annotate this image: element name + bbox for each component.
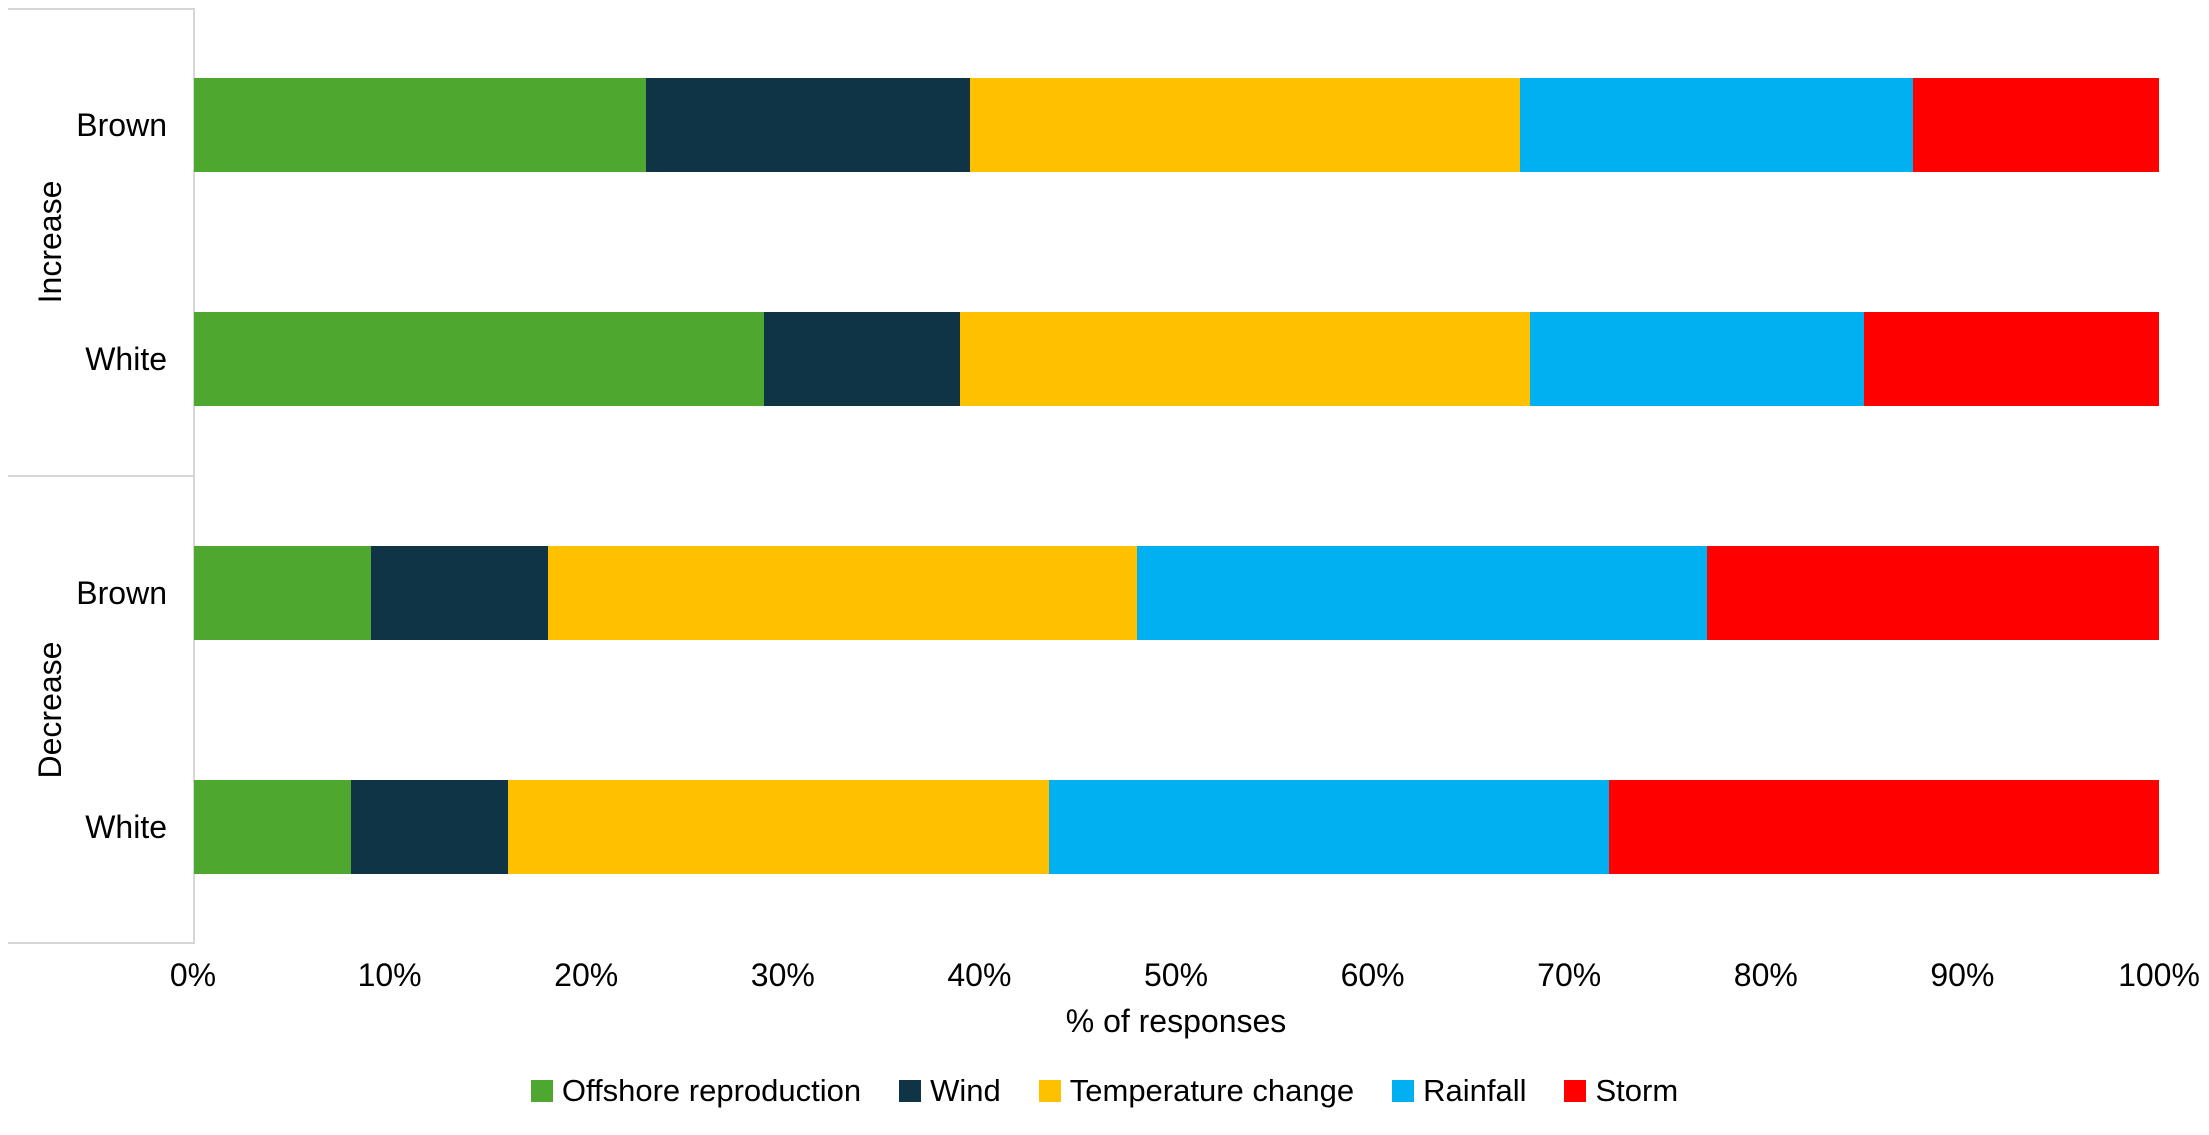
bar-segment	[1530, 312, 1865, 406]
bar-segment	[351, 780, 509, 874]
bar-row	[194, 312, 2159, 406]
x-tick-label: 30%	[750, 957, 815, 993]
bar-segment	[547, 546, 1138, 640]
bar-segment	[370, 546, 548, 640]
bar-segment	[1137, 546, 1708, 640]
bar-row	[194, 546, 2159, 640]
x-tick-label: 40%	[947, 957, 1012, 993]
legend-swatch	[899, 1080, 922, 1103]
legend-swatch	[1564, 1080, 1587, 1103]
x-tick-label: 20%	[554, 957, 619, 993]
x-tick-label: 50%	[1143, 957, 1209, 993]
bar-segment	[1608, 780, 2159, 874]
x-tick-label: 60%	[1340, 957, 1405, 993]
x-tick-label: 0%	[169, 957, 217, 993]
legend-item: Temperature change	[1038, 1073, 1355, 1108]
x-axis-title: % of responses	[1065, 1003, 1287, 1039]
legend-item: Rainfall	[1392, 1073, 1527, 1108]
legend-label: Wind	[930, 1073, 1001, 1108]
category-area-border-top	[8, 8, 194, 10]
bar-segment	[1864, 312, 2159, 406]
x-tick-label: 70%	[1537, 957, 1602, 993]
legend-label: Rainfall	[1423, 1073, 1527, 1108]
legend-item: Offshore reproduction	[530, 1073, 862, 1108]
bar-segment	[645, 78, 971, 172]
legend-label: Storm	[1595, 1073, 1679, 1108]
bar-segment	[194, 780, 352, 874]
legend-swatch	[1392, 1080, 1415, 1103]
legend-swatch	[530, 1080, 553, 1103]
bar-segment	[1520, 78, 1914, 172]
bar-row	[194, 78, 2159, 172]
category-label: Brown	[76, 575, 167, 611]
bar-segment	[970, 78, 1521, 172]
bar-segment	[194, 78, 646, 172]
legend: Offshore reproduction Wind Temperature cha…	[0, 1073, 2209, 1108]
group-label-decrease: Decrease	[32, 641, 68, 779]
category-group-divider	[8, 475, 194, 477]
legend-label: Offshore reproduction	[561, 1073, 862, 1108]
category-label: Brown	[76, 107, 167, 143]
category-axis-line	[193, 8, 195, 944]
legend-item: Storm	[1564, 1073, 1679, 1108]
legend-item: Wind	[899, 1073, 1001, 1108]
bar-segment	[1913, 78, 2159, 172]
bar-segment	[194, 312, 764, 406]
bar-segment	[194, 546, 371, 640]
category-label: White	[85, 809, 167, 845]
group-label-increase: Increase	[32, 180, 68, 304]
legend-label: Temperature change	[1069, 1073, 1355, 1108]
bar-segment	[1707, 546, 2159, 640]
bar-row	[194, 780, 2159, 874]
x-tick-label: 10%	[357, 957, 422, 993]
category-area-border-bottom	[8, 942, 194, 944]
bar-segment	[763, 312, 961, 406]
bar-segment	[1048, 780, 1609, 874]
legend-swatch	[1038, 1080, 1061, 1103]
x-tick-label: 90%	[1930, 957, 1995, 993]
bar-segment	[960, 312, 1531, 406]
category-label: White	[85, 341, 167, 377]
bar-segment	[508, 780, 1049, 874]
x-tick-label: 80%	[1733, 957, 1798, 993]
x-tick-label: 100%	[2118, 957, 2200, 993]
